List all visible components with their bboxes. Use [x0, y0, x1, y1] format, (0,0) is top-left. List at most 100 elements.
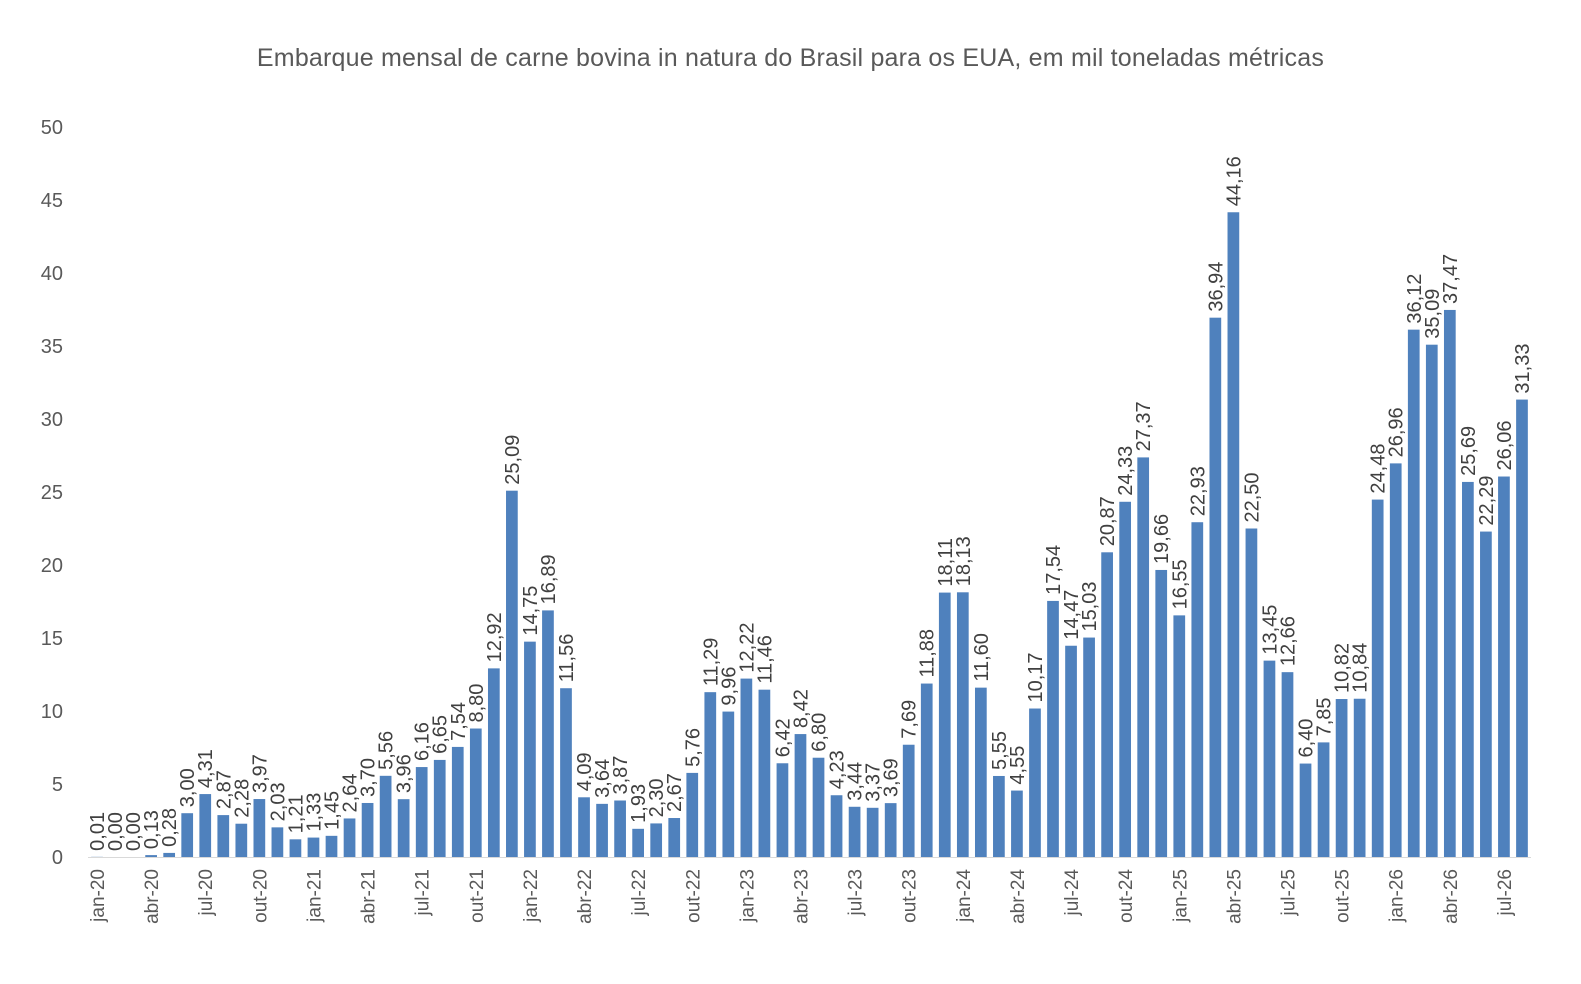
- bar: [1191, 522, 1204, 857]
- data-label: 2,87: [213, 770, 235, 809]
- bar: [1443, 309, 1456, 857]
- data-label: 3,37: [863, 763, 885, 802]
- data-label: 6,80: [809, 713, 831, 752]
- x-tick-label: out-22: [683, 869, 704, 923]
- bar: [325, 835, 338, 857]
- data-label: 8,80: [466, 684, 488, 723]
- bars-group: [91, 212, 1528, 857]
- bar: [271, 827, 284, 857]
- x-tick-label: jan-20: [88, 869, 109, 923]
- data-label: 4,31: [195, 749, 217, 788]
- bar: [506, 490, 518, 857]
- data-label: 10,84: [1350, 643, 1372, 693]
- data-label: 6,16: [412, 722, 434, 761]
- bar: [1498, 476, 1510, 857]
- chart-title: Embarque mensal de carne bovina in natur…: [256, 44, 1325, 72]
- bar: [542, 610, 554, 857]
- bar: [902, 744, 915, 857]
- x-tick-label: abr-25: [1224, 869, 1245, 924]
- data-label: 0,01: [87, 812, 109, 851]
- bar: [1155, 569, 1168, 857]
- data-label: 44,16: [1223, 156, 1245, 206]
- data-label: 35,09: [1422, 289, 1444, 339]
- bar: [1462, 481, 1474, 857]
- data-label: 4,55: [1007, 746, 1029, 785]
- bar: [487, 668, 500, 857]
- x-tick-label: jul-25: [1278, 869, 1299, 916]
- data-label: 18,11: [935, 538, 957, 587]
- bar: [830, 795, 843, 857]
- data-label: 1,21: [285, 794, 307, 833]
- data-label: 3,87: [610, 756, 632, 795]
- bar: [163, 852, 176, 857]
- data-label: 22,29: [1476, 476, 1498, 526]
- x-tick-label: jul-21: [413, 869, 434, 916]
- x-tick-label: abr-24: [1008, 869, 1029, 924]
- bar: [1029, 708, 1041, 857]
- bar: [1065, 645, 1077, 857]
- data-label: 12,92: [484, 612, 506, 662]
- x-tick-label: out-20: [250, 869, 271, 923]
- bar: [524, 641, 536, 857]
- bar: [1119, 501, 1132, 857]
- bar: [397, 799, 410, 857]
- bar: [650, 823, 663, 857]
- x-tick-label: out-25: [1333, 869, 1354, 923]
- bar: [740, 678, 753, 857]
- bar: [578, 797, 590, 857]
- data-labels-group: 0,010,000,000,130,283,004,312,872,283,97…: [87, 156, 1534, 851]
- data-label: 10,17: [1025, 652, 1047, 702]
- x-tick-label: jan-25: [1170, 869, 1191, 923]
- y-tick-label: 15: [41, 628, 63, 650]
- data-label: 3,70: [358, 758, 380, 797]
- data-label: 11,46: [754, 635, 776, 684]
- x-tick-label: jan-24: [954, 869, 975, 923]
- data-label: 13,45: [1259, 605, 1281, 655]
- data-label: 5,56: [376, 731, 398, 770]
- data-label: 19,66: [1151, 514, 1173, 564]
- y-tick-label: 50: [41, 117, 63, 139]
- bar: [758, 689, 771, 857]
- bar: [1353, 698, 1366, 857]
- bar: [469, 728, 482, 857]
- data-label: 26,96: [1386, 407, 1408, 457]
- x-tick-label: jan-23: [737, 869, 758, 923]
- data-label: 6,42: [772, 718, 794, 757]
- bar: [1011, 790, 1023, 857]
- data-label: 22,50: [1241, 472, 1263, 522]
- data-label: 15,03: [1079, 581, 1101, 631]
- y-tick-label: 20: [41, 555, 63, 577]
- data-label: 3,64: [592, 759, 614, 798]
- data-label: 11,60: [971, 633, 993, 682]
- data-label: 24,33: [1115, 446, 1137, 496]
- data-label: 2,64: [340, 774, 362, 813]
- data-label: 2,28: [231, 779, 253, 818]
- data-label: 16,89: [538, 554, 560, 604]
- bar: [848, 806, 861, 857]
- x-tick-label: jan-22: [521, 869, 542, 923]
- x-tick-label: out-23: [900, 869, 921, 923]
- x-tick-label: abr-20: [142, 869, 163, 924]
- x-tick-label: jan-21: [304, 869, 325, 923]
- data-label: 7,69: [899, 700, 921, 739]
- bar: [361, 802, 374, 857]
- data-label: 11,88: [917, 629, 939, 678]
- data-label: 8,42: [790, 689, 812, 728]
- data-label: 31,33: [1512, 344, 1534, 394]
- data-label: 25,09: [502, 435, 524, 485]
- data-label: 0,13: [141, 810, 163, 849]
- bar: [704, 692, 717, 857]
- data-label: 36,12: [1404, 274, 1426, 324]
- data-label: 3,97: [249, 754, 271, 793]
- y-tick-label: 5: [52, 774, 63, 796]
- data-label: 20,87: [1097, 496, 1119, 546]
- bar: [1101, 552, 1113, 857]
- bar: [812, 757, 825, 857]
- data-label: 16,55: [1169, 559, 1191, 609]
- bar: [1317, 742, 1330, 857]
- bar: [596, 803, 608, 857]
- bar: [668, 818, 681, 857]
- x-tick-label: out-21: [467, 869, 488, 923]
- bar: [1209, 317, 1222, 857]
- data-label: 1,33: [303, 793, 325, 832]
